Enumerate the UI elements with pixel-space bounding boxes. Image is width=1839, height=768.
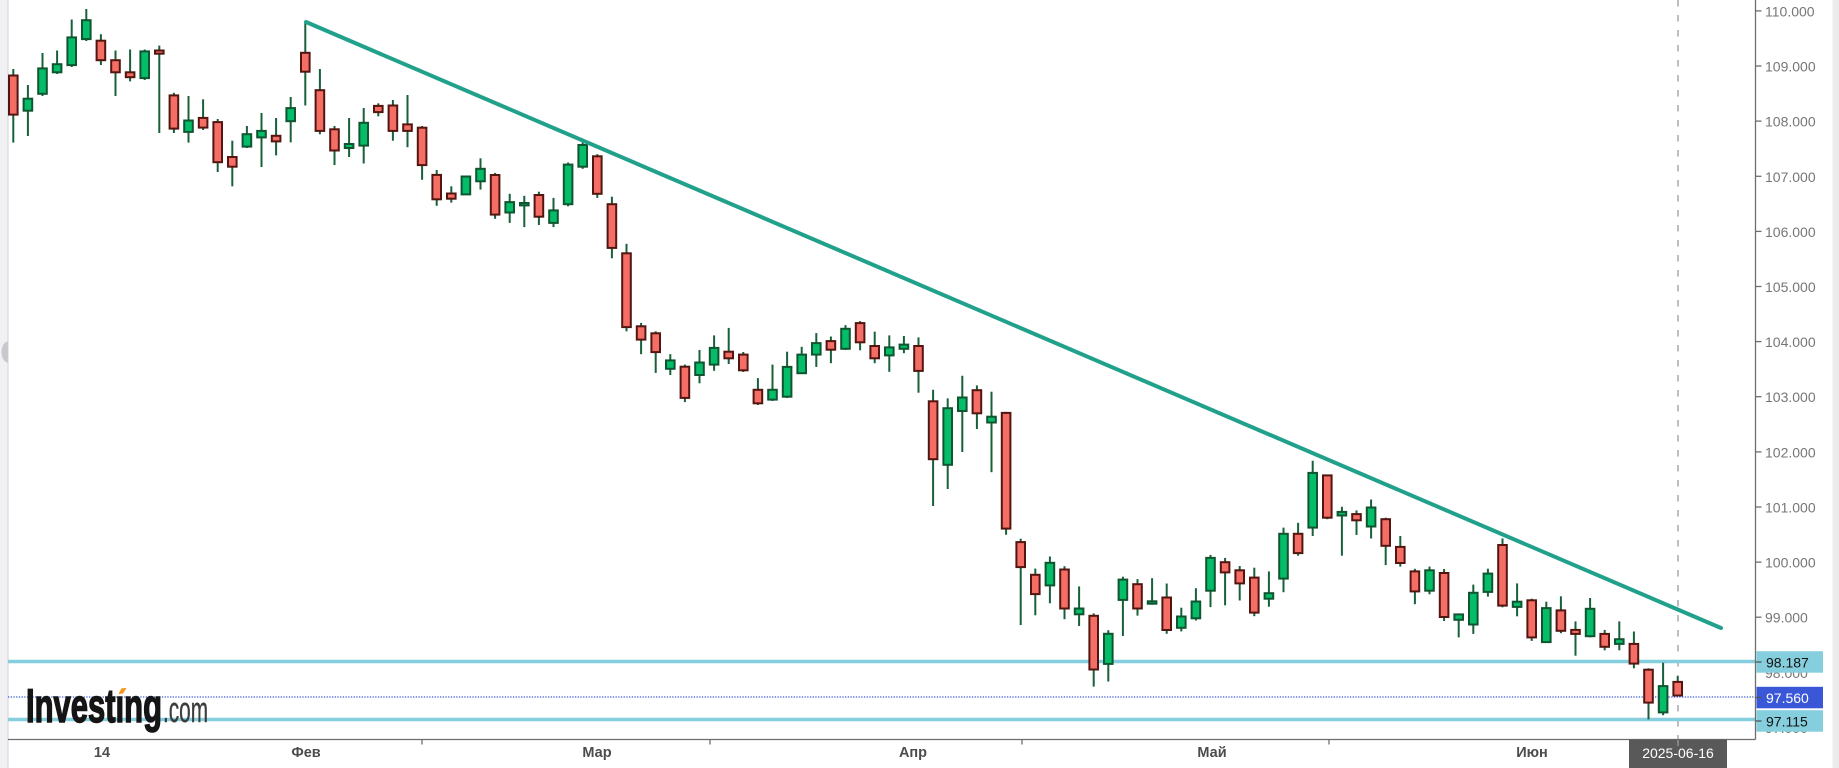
svg-text:Апр: Апр xyxy=(899,745,927,761)
svg-text:107.000: 107.000 xyxy=(1765,169,1816,185)
svg-text:14: 14 xyxy=(94,745,110,761)
svg-text:Июн: Июн xyxy=(1516,745,1548,761)
svg-text:110.000: 110.000 xyxy=(1765,3,1815,19)
svg-text:Investıng: Investıng xyxy=(26,679,162,732)
svg-text:97.115: 97.115 xyxy=(1766,714,1808,730)
svg-text:Мар: Мар xyxy=(582,745,611,761)
svg-text:2025-06-16: 2025-06-16 xyxy=(1642,745,1714,761)
svg-text:100.000: 100.000 xyxy=(1765,555,1816,571)
svg-text:.com: .com xyxy=(163,689,208,730)
svg-text:108.000: 108.000 xyxy=(1765,114,1816,130)
svg-text:109.000: 109.000 xyxy=(1765,59,1816,75)
svg-text:102.000: 102.000 xyxy=(1765,444,1816,460)
svg-text:106.000: 106.000 xyxy=(1765,224,1816,240)
svg-text:105.000: 105.000 xyxy=(1765,279,1816,295)
svg-text:104.000: 104.000 xyxy=(1765,334,1816,350)
svg-text:97.560: 97.560 xyxy=(1766,690,1809,706)
svg-text:101.000: 101.000 xyxy=(1765,500,1816,516)
svg-text:103.000: 103.000 xyxy=(1765,389,1816,405)
svg-text:98.187: 98.187 xyxy=(1766,655,1809,671)
svg-text:Май: Май xyxy=(1197,745,1226,761)
svg-text:99.000: 99.000 xyxy=(1765,610,1808,626)
svg-text:Фев: Фев xyxy=(291,745,320,761)
